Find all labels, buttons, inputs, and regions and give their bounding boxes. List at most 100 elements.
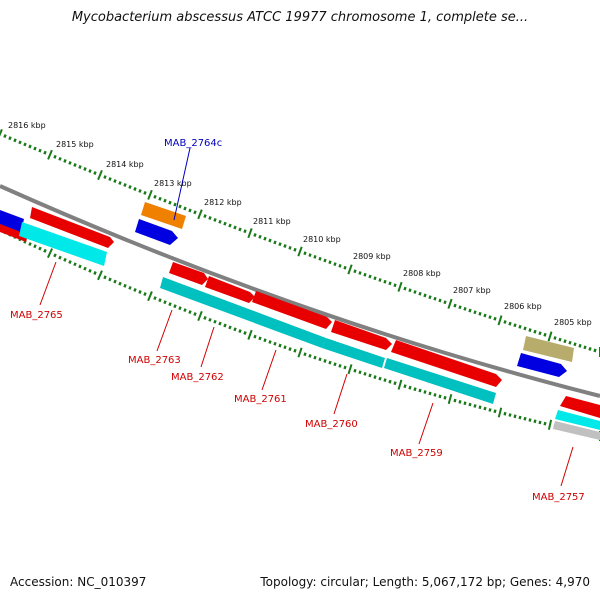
kbp-label-2816: 2816 kbp (8, 121, 46, 130)
inner-tick-78 (388, 379, 392, 384)
outer-tick-83 (413, 290, 417, 294)
outer-tick-92 (458, 305, 462, 310)
inner-tick-29 (143, 292, 147, 297)
gene-label-2759[interactable]: MAB_2759 (390, 448, 443, 459)
outer-tick-27 (133, 187, 137, 191)
outer-tick-71 (353, 269, 357, 274)
outer-tick-107 (533, 329, 537, 334)
outer-tick-118 (588, 347, 592, 351)
outer-tick-94 (468, 308, 472, 313)
outer-tick-0 (0, 129, 3, 137)
outer-tick-64 (318, 256, 322, 261)
inner-tick-11 (53, 253, 57, 258)
outer-tick-102 (508, 321, 512, 326)
gene-cyan-right[interactable] (555, 410, 600, 430)
gene-label-2763[interactable]: MAB_2763 (128, 355, 181, 366)
inner-tick-9 (43, 248, 47, 253)
inner-tick-49 (243, 331, 247, 335)
leader-2763 (156, 309, 173, 352)
outer-tick-46 (228, 223, 232, 228)
outer-tick-2 (8, 136, 12, 141)
inner-tick-26 (128, 285, 132, 290)
gene-orange-2764c[interactable] (141, 202, 186, 229)
outer-tick-43 (213, 217, 217, 222)
outer-tick-22 (108, 177, 112, 181)
inner-tick-91 (453, 398, 457, 403)
outer-tick-56 (278, 242, 282, 247)
outer-tick-11 (53, 154, 57, 159)
outer-tick-9 (43, 150, 47, 155)
outer-tick-78 (388, 281, 392, 286)
gene-red-right[interactable] (560, 396, 600, 418)
inner-tick-54 (268, 340, 272, 344)
inner-tick-73 (363, 372, 367, 376)
gene-label-2761[interactable]: MAB_2761 (234, 394, 287, 405)
inner-tick-8 (38, 246, 42, 251)
gene-cyan-2759[interactable] (384, 358, 496, 404)
gene-grey-right[interactable] (553, 421, 600, 440)
gene-blue-left[interactable] (0, 210, 24, 232)
inner-tick-20 (97, 270, 103, 281)
outer-tick-66 (328, 260, 332, 265)
outer-tick-104 (518, 324, 522, 329)
gene-cyan-left[interactable] (19, 222, 107, 266)
inner-tick-48 (238, 329, 242, 334)
outer-tick-36 (178, 204, 182, 209)
outer-tick-42 (208, 216, 212, 220)
kbp-label-2811: 2811 kbp (253, 217, 291, 226)
gene-cyan-2763-2760[interactable] (160, 277, 326, 348)
outer-tick-18 (88, 169, 92, 173)
inner-tick-33 (163, 300, 167, 305)
inner-tick-106 (528, 418, 532, 422)
outer-tick-105 (523, 326, 527, 331)
gene-label-2757[interactable]: MAB_2757 (532, 492, 585, 503)
leader-2764c (173, 147, 191, 221)
outer-tick-112 (558, 337, 562, 342)
outer-tick-45 (223, 221, 227, 226)
inner-tick-35 (173, 304, 177, 309)
gene-blue-right[interactable] (517, 353, 567, 377)
inner-tick-45 (223, 323, 227, 328)
gene-red-2760[interactable] (331, 320, 392, 350)
outer-tick-32 (158, 196, 162, 201)
gene-label-2760[interactable]: MAB_2760 (305, 419, 358, 430)
gene-red-2761[interactable] (252, 291, 332, 329)
inner-tick-34 (168, 302, 172, 307)
leader-2762 (200, 326, 215, 368)
kbp-label-2806: 2806 kbp (504, 302, 542, 311)
inner-tick-7 (33, 244, 37, 249)
gene-khaki-right[interactable] (523, 336, 574, 362)
inner-tick-67 (333, 362, 337, 367)
outer-tick-82 (408, 288, 412, 293)
outer-tick-15 (73, 163, 77, 167)
gene-label-2765[interactable]: MAB_2765 (10, 310, 63, 321)
gene-red-2763[interactable] (169, 262, 208, 285)
outer-tick-7 (33, 146, 37, 151)
inner-tick-60 (297, 347, 303, 358)
outer-tick-41 (203, 214, 207, 219)
gene-red-2762[interactable] (205, 276, 255, 303)
outer-tick-65 (323, 258, 327, 263)
leader-2759 (418, 402, 434, 445)
outer-tick-26 (128, 185, 132, 189)
outer-tick-35 (173, 202, 177, 207)
outer-tick-24 (118, 181, 122, 185)
inner-tick-102 (508, 413, 512, 417)
gene-cyan-2760[interactable] (322, 338, 385, 368)
outer-tick-101 (503, 320, 507, 324)
kbp-label-2810: 2810 kbp (303, 235, 341, 244)
gene-red-left-2[interactable] (30, 207, 114, 248)
gene-label-2764c[interactable]: MAB_2764c (164, 138, 222, 149)
chromosome-backbone (0, 184, 600, 398)
outer-tick-55 (273, 240, 277, 245)
gene-blue-2764c[interactable] (135, 219, 178, 245)
inner-tick-39 (193, 312, 197, 317)
gene-red-2759[interactable] (391, 340, 502, 387)
gene-label-2762[interactable]: MAB_2762 (171, 372, 224, 383)
inner-tick-31 (153, 296, 157, 301)
leader-2757 (560, 446, 574, 487)
inner-tick-55 (273, 341, 277, 346)
inner-tick-44 (218, 321, 222, 326)
inner-tick-17 (83, 266, 87, 271)
